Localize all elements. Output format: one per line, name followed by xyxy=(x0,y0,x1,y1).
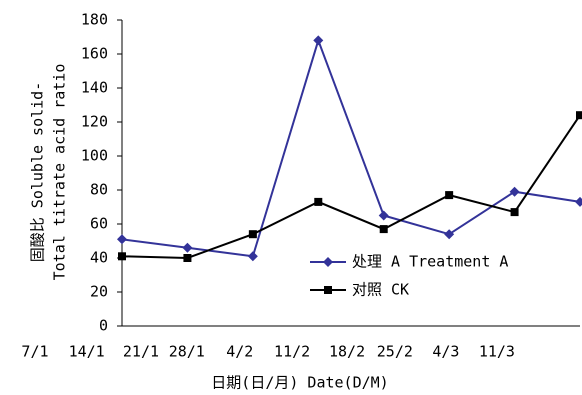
point xyxy=(509,186,520,197)
point xyxy=(379,225,388,234)
y-tick-label: 180 xyxy=(81,11,108,29)
point xyxy=(117,234,127,245)
y-tick-label: 140 xyxy=(81,79,108,97)
point xyxy=(182,242,193,253)
y-tick-label: 160 xyxy=(81,45,108,63)
x-tick-label: 7/1 xyxy=(21,343,48,361)
point xyxy=(118,252,126,261)
y-title-line: 固酸比 Soluble solid- xyxy=(29,82,47,262)
legend-label: 处理 A Treatment A xyxy=(352,253,508,271)
legend-marker xyxy=(323,257,333,267)
x-title: 日期(日/月) Date(D/M) xyxy=(211,374,388,392)
point xyxy=(378,210,389,221)
y-title: 固酸比 Soluble solid- Total titrate acid ra… xyxy=(29,64,69,281)
x-tick-label: 28/1 xyxy=(169,343,205,361)
x-tick-label: 11/3 xyxy=(479,343,515,361)
x-tick-label: 18/2 xyxy=(329,343,365,361)
point xyxy=(313,35,324,46)
point xyxy=(247,251,258,262)
point xyxy=(576,111,582,120)
y-tick-label: 120 xyxy=(81,113,108,131)
series-line xyxy=(121,37,581,258)
y-tick-label: 100 xyxy=(81,147,108,165)
y-tick-label: 0 xyxy=(99,317,108,335)
x-tick-label: 4/2 xyxy=(226,343,253,361)
y-tick-label: 20 xyxy=(90,283,108,301)
y-tick-label: 40 xyxy=(90,249,108,267)
point xyxy=(248,230,257,239)
point xyxy=(183,254,192,262)
point xyxy=(314,197,323,206)
point xyxy=(510,208,519,217)
y-tick-label: 80 xyxy=(90,181,108,199)
point xyxy=(444,229,455,240)
point xyxy=(575,196,582,207)
legend-marker xyxy=(324,286,332,294)
x-tick-label: 21/1 xyxy=(123,343,159,361)
y-title-line: Total titrate acid ratio xyxy=(51,64,69,281)
x-tick-label: 11/2 xyxy=(274,343,310,361)
y-tick-label: 60 xyxy=(90,215,108,233)
x-tick-label: 25/2 xyxy=(377,343,413,361)
x-tick-label: 14/1 xyxy=(69,343,105,361)
point xyxy=(445,191,454,200)
legend-label: 对照 CK xyxy=(352,281,409,299)
series-line xyxy=(121,114,581,260)
x-tick-label: 4/3 xyxy=(432,343,459,361)
